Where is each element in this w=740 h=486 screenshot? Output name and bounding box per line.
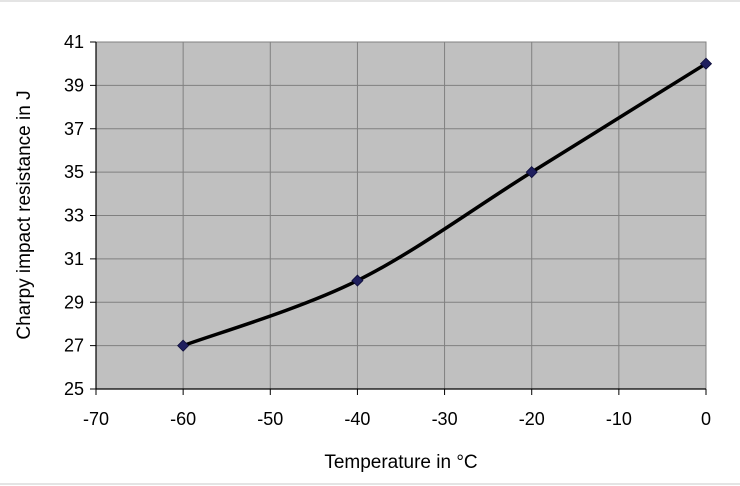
y-axis-label: Charpy impact resistance in J [14,90,35,339]
data-point-marker [351,274,364,287]
tick-labels: 25 27 29 31 33 35 37 39 41 -70 -60 -50 -40 -30 -20 -10 0 [64,32,711,429]
data-point-marker [177,339,190,352]
y-tick-label: 37 [64,119,84,139]
axes [90,41,707,395]
y-tick-label: 25 [64,379,84,399]
x-tick-label: -50 [257,409,283,429]
x-tick-label: -30 [432,409,458,429]
x-tick-label: -20 [519,409,545,429]
y-tick-label: 29 [64,292,84,312]
series-line [182,62,707,348]
data-point-marker [525,166,538,179]
y-tick-label: 39 [64,75,84,95]
y-tick-label: 33 [64,206,84,226]
y-tick-label: 41 [64,32,84,52]
x-axis-label: Temperature in °C [324,452,477,473]
y-tick-label: 27 [64,336,84,356]
x-tick-label: -40 [344,409,370,429]
series-group [177,57,713,352]
x-tick-label: 0 [701,409,711,429]
x-tick-label: -10 [606,409,632,429]
y-tick-label: 31 [64,249,84,269]
gridlines [96,42,706,389]
x-tick-label: -70 [83,409,109,429]
x-tick-label: -60 [170,409,196,429]
y-tick-label: 35 [64,162,84,182]
data-point-marker [699,57,713,70]
